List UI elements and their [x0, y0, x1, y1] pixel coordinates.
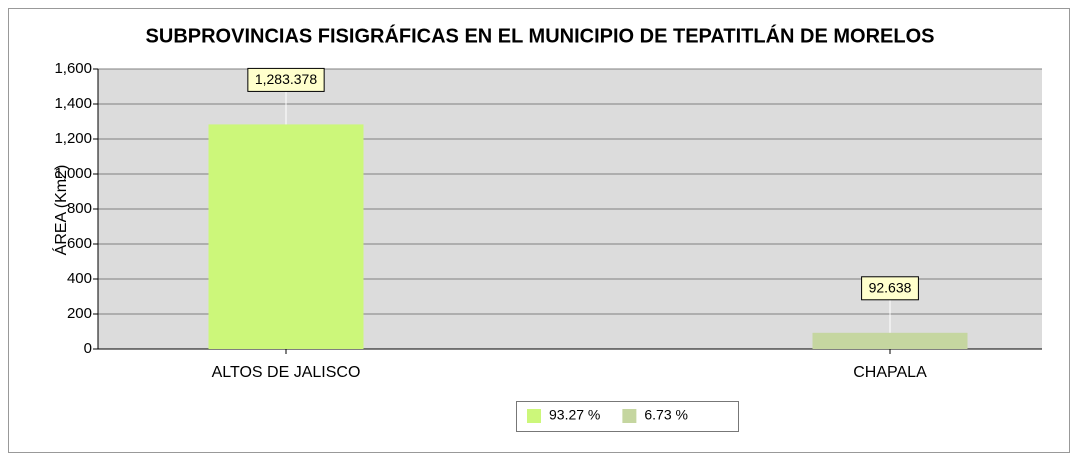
y-axis-label: ÁREA (Km2) [51, 165, 70, 256]
legend-label: 6.73 % [644, 407, 688, 423]
legend-box [516, 401, 739, 432]
bar [208, 124, 364, 350]
y-tick-label: 1,400 [54, 95, 92, 112]
data-label-box [861, 276, 919, 301]
legend-label: 93.27 % [549, 407, 600, 423]
y-tick-label: 400 [67, 270, 92, 287]
x-tick-label: ALTOS DE JALISCO [212, 364, 361, 381]
y-tick-label: 1,200 [54, 130, 92, 147]
bar [812, 332, 968, 349]
legend-swatch [622, 409, 637, 423]
legend-swatch [527, 409, 541, 423]
data-label: 92.638 [869, 279, 912, 295]
y-tick-label: 600 [67, 235, 92, 252]
y-tick-label: 1,000 [54, 165, 92, 182]
y-tick-label: 0 [84, 340, 92, 357]
y-tick-label: 800 [67, 200, 92, 217]
chart-title: SUBPROVINCIAS FISIGRÁFICAS EN EL MUNICIP… [146, 24, 935, 47]
x-tick-label: CHAPALA [853, 364, 927, 381]
data-label-box [247, 67, 325, 92]
y-tick-label: 200 [67, 305, 92, 322]
y-tick-label: 1,600 [54, 60, 92, 77]
data-label: 1,283.378 [255, 71, 317, 87]
